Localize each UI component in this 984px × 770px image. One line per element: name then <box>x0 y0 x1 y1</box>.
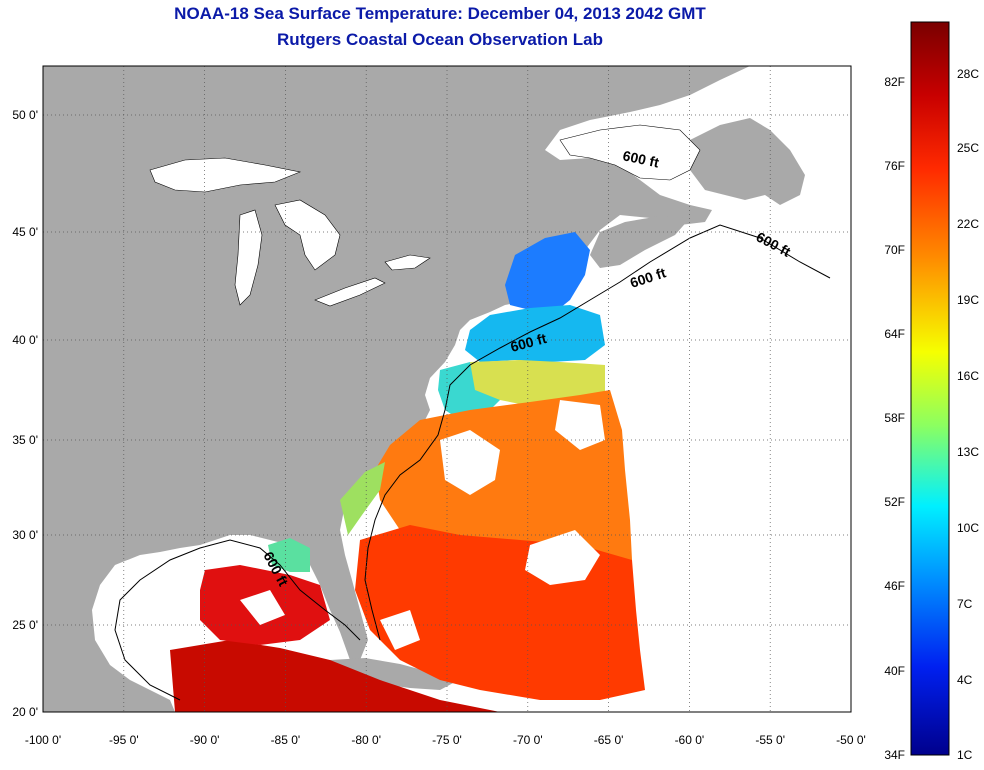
sst-carolina-coast-cool <box>340 462 385 535</box>
isobath-600ft-line <box>114 224 831 701</box>
colorbar-fahrenheit-label: 34F <box>884 748 905 762</box>
longitude-labels: -100 0' -95 0' -90 0' -85 0' -80 0' -75 0' -70… <box>25 733 866 747</box>
longitude-label: -70 0' <box>513 733 543 747</box>
cloud-gap-4 <box>380 610 420 650</box>
colorbar-celsius-label: 4C <box>957 673 973 687</box>
colorbar-fahrenheit-label: 58F <box>884 411 905 425</box>
cloud-gap-5 <box>240 590 285 625</box>
colorbar-fahrenheit-label: 40F <box>884 664 905 678</box>
lake-huron <box>274 199 341 271</box>
lake-ontario <box>384 254 431 271</box>
sst-deep-red-caribbean <box>170 640 500 712</box>
north-america-land <box>43 66 750 712</box>
longitude-label: -90 0' <box>190 733 220 747</box>
colorbar-celsius-label: 13C <box>957 445 979 459</box>
latitude-label: 45 0' <box>12 225 38 239</box>
longitude-label: -75 0' <box>432 733 462 747</box>
colorbar-fahrenheit-label: 76F <box>884 159 905 173</box>
colorbar-fahrenheit-label: 46F <box>884 579 905 593</box>
colorbar-celsius-label: 16C <box>957 369 979 383</box>
colorbar-celsius-label: 28C <box>957 67 979 81</box>
cloud-gap-2 <box>525 530 600 585</box>
longitude-label: -50 0' <box>836 733 866 747</box>
longitude-label: -55 0' <box>755 733 785 747</box>
colorbar-celsius-label: 1C <box>957 748 973 762</box>
plot-frame <box>42 65 852 713</box>
longitude-label: -65 0' <box>594 733 624 747</box>
sst-cold-gulf-of-maine <box>505 232 590 312</box>
map-title: NOAA-18 Sea Surface Temperature: Decembe… <box>174 4 706 23</box>
colorbar-fahrenheit-label: 64F <box>884 327 905 341</box>
lake-erie <box>314 277 386 307</box>
lake-superior <box>149 157 302 193</box>
longitude-label: -95 0' <box>109 733 139 747</box>
colorbar-celsius-label: 10C <box>957 521 979 535</box>
longitude-label: -85 0' <box>271 733 301 747</box>
colorbar-celsius-label: 19C <box>957 293 979 307</box>
map-subtitle: Rutgers Coastal Ocean Observation Lab <box>277 30 603 49</box>
colorbar-celsius-label: 7C <box>957 597 973 611</box>
longitude-label: -80 0' <box>351 733 381 747</box>
colorbar-celsius-label: 22C <box>957 217 979 231</box>
cloud-gap-1 <box>440 430 500 495</box>
longitude-label: -60 0' <box>675 733 705 747</box>
latitude-labels: 50 0' 45 0' 40 0' 35 0' 30 0' 25 0' 20 0' <box>12 108 38 719</box>
latitude-label: 30 0' <box>12 528 38 542</box>
latitude-label: 20 0' <box>12 705 38 719</box>
colorbar-celsius-label: 25C <box>957 141 979 155</box>
newfoundland-land <box>690 118 805 205</box>
colorbar-fahrenheit-label: 52F <box>884 495 905 509</box>
cloud-gap-3 <box>555 400 605 450</box>
colorbar-fahrenheit-labels: 82F 76F 70F 64F 58F 52F 46F 40F 34F <box>884 75 905 762</box>
latitude-label: 25 0' <box>12 618 38 632</box>
latitude-label: 50 0' <box>12 108 38 122</box>
colorbar-fahrenheit-label: 70F <box>884 243 905 257</box>
lake-michigan <box>234 209 263 306</box>
colorbar-fahrenheit-label: 82F <box>884 75 905 89</box>
lat-lon-grid <box>43 66 851 712</box>
st-lawrence-shelf <box>559 124 701 181</box>
temperature-colorbar <box>910 21 950 756</box>
colorbar-celsius-labels: 28C 25C 22C 19C 16C 13C 10C 7C 4C 1C <box>957 67 979 762</box>
longitude-label: -100 0' <box>25 733 61 747</box>
latitude-label: 35 0' <box>12 433 38 447</box>
depth-label: 600 ft <box>621 147 660 170</box>
nova-scotia-land <box>590 216 690 268</box>
latitude-label: 40 0' <box>12 333 38 347</box>
